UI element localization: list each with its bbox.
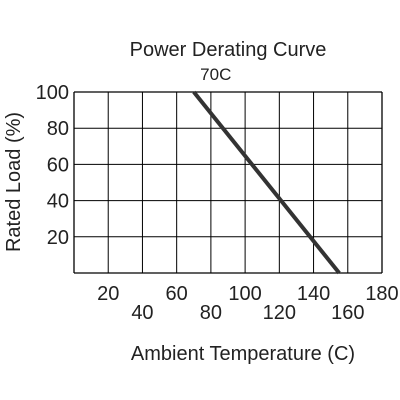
series-lines [192,90,341,275]
y-tick-label: 80 [47,118,69,140]
y-tick-label: 40 [47,191,69,213]
x-tick-label: 120 [263,302,296,324]
chart-title: Power Derating Curve [130,39,327,61]
grid [73,91,383,274]
x-tick-label: 40 [131,302,153,324]
x-tick-label: 20 [97,283,119,305]
derating-line [192,90,341,275]
annotations: 70C [200,65,231,84]
x-tick-label: 140 [297,283,330,305]
x-tick-label: 80 [200,302,222,324]
x-tick-label: 180 [365,283,398,305]
annotation-label: 70C [200,65,231,84]
x-tick-label: 60 [166,283,188,305]
y-tick-label: 100 [36,82,69,104]
x-tick-label: 160 [331,302,364,324]
y-tick-label: 20 [47,227,69,249]
y-tick-label: 60 [47,154,69,176]
y-axis-label: Rated Load (%) [3,112,25,252]
x-axis-label: Ambient Temperature (C) [131,343,355,365]
x-tick-label: 100 [228,283,261,305]
